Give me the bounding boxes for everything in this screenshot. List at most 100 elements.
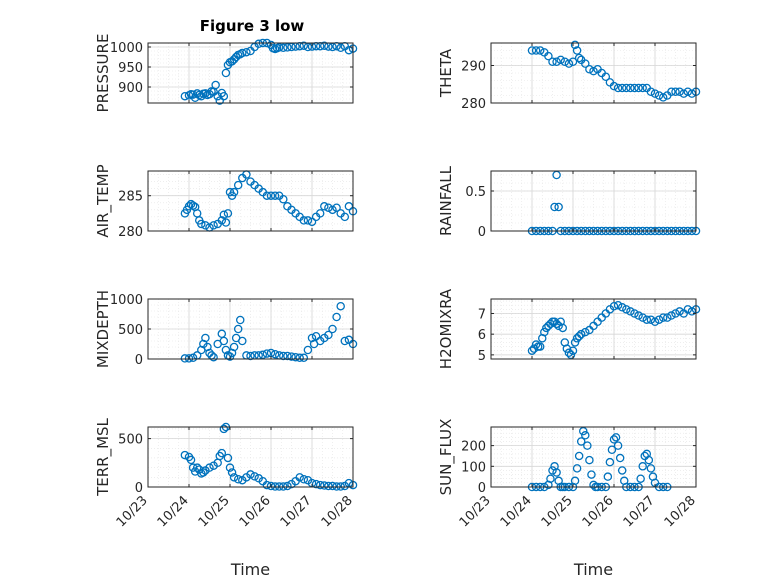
y-tick-label: 280 <box>461 97 486 112</box>
y-axis-label: SUN_FLUX <box>437 419 456 496</box>
data-point <box>295 473 304 482</box>
data-point <box>636 474 645 483</box>
data-point <box>279 194 288 204</box>
data-point <box>630 309 639 318</box>
data-point <box>546 319 555 329</box>
data-point <box>601 72 611 82</box>
data-point <box>663 313 672 322</box>
data-point <box>564 59 574 68</box>
data-point <box>613 300 623 310</box>
data-point <box>544 51 553 61</box>
data-point <box>250 472 259 481</box>
data-point <box>299 216 309 225</box>
data-point <box>246 351 255 361</box>
data-point <box>579 426 588 436</box>
data-point <box>258 350 268 360</box>
data-point <box>223 453 233 463</box>
data-point <box>217 216 227 225</box>
data-point <box>560 57 570 67</box>
data-point <box>266 481 276 491</box>
data-point <box>238 336 247 346</box>
y-tick-label: 0 <box>478 225 486 240</box>
data-point <box>683 305 693 314</box>
data-point <box>328 481 337 491</box>
data-point <box>283 43 292 52</box>
data-point <box>320 481 329 490</box>
data-point <box>219 336 229 346</box>
y-tick-label: 5 <box>478 349 486 364</box>
data-point <box>589 480 598 490</box>
data-point <box>605 457 615 467</box>
data-point <box>235 315 245 325</box>
data-point <box>667 311 676 320</box>
data-point <box>570 338 580 347</box>
y-tick-label: 7 <box>478 307 486 322</box>
data-point <box>324 481 333 491</box>
data-point <box>642 315 652 324</box>
data-point <box>332 203 341 212</box>
data-point <box>199 468 208 477</box>
data-point <box>556 55 565 65</box>
data-point <box>340 336 350 346</box>
y-axis-label: RAINFALL <box>437 165 455 236</box>
y-axis-label: MIXDEPTH <box>94 290 112 368</box>
data-point <box>675 87 684 97</box>
data-point <box>299 353 309 363</box>
data-point <box>611 433 621 442</box>
y-tick-label: 900 <box>118 81 143 96</box>
y-tick-label: 6 <box>478 328 486 343</box>
data-point <box>531 340 541 349</box>
data-point <box>233 324 243 334</box>
data-point <box>324 330 333 340</box>
data-point <box>535 342 545 351</box>
data-point <box>307 217 317 227</box>
data-point <box>320 202 329 211</box>
y-tick-label: 0.5 <box>465 185 486 200</box>
data-point <box>328 205 337 215</box>
data-point <box>585 65 594 74</box>
data-point <box>634 311 643 320</box>
data-point <box>568 346 578 355</box>
data-point <box>320 41 329 51</box>
data-point <box>630 83 639 93</box>
data-point <box>574 331 584 341</box>
data-point <box>266 191 276 200</box>
y-tick-label: 100 <box>461 460 486 475</box>
data-point <box>550 202 559 212</box>
data-point <box>315 480 325 490</box>
data-point <box>197 219 206 229</box>
data-point <box>646 464 656 473</box>
data-point <box>650 317 660 327</box>
data-point <box>227 468 237 477</box>
data-point <box>576 329 586 339</box>
data-point <box>201 221 210 230</box>
y-tick-label: 200 <box>461 440 486 455</box>
data-point <box>225 463 235 472</box>
data-point <box>576 437 586 446</box>
data-point <box>566 350 576 360</box>
data-point <box>219 210 229 220</box>
data-point <box>188 201 198 210</box>
data-point <box>622 305 631 314</box>
data-point <box>287 352 296 361</box>
data-point <box>192 463 202 472</box>
data-point <box>180 450 190 460</box>
data-point <box>336 301 345 311</box>
data-point <box>223 209 233 218</box>
data-point <box>603 472 613 481</box>
data-point <box>658 93 668 102</box>
data-point <box>233 180 243 190</box>
y-tick-label: 950 <box>118 61 143 76</box>
data-point <box>607 445 617 455</box>
data-point <box>638 462 647 471</box>
data-point <box>283 351 292 361</box>
data-point <box>609 81 619 91</box>
y-axis-label: AIR_TEMP <box>94 164 113 237</box>
data-point <box>679 89 688 98</box>
data-point <box>270 191 280 200</box>
x-axis-label: Time <box>230 560 270 579</box>
